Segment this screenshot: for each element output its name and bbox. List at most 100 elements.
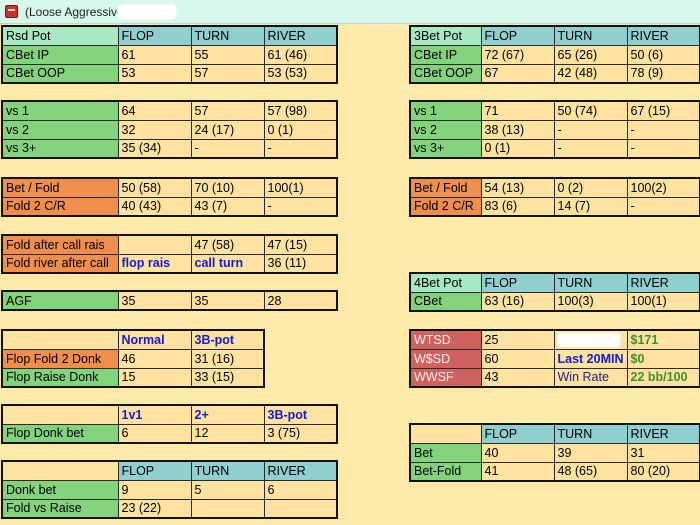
table-header-row: Rsd Pot FLOP TURN RIVER	[1, 25, 338, 46]
cell-river: -	[626, 196, 700, 217]
cell-flop: 40 (43)	[117, 196, 192, 217]
header-4bet-pot: 4Bet Pot	[409, 272, 482, 293]
header-flop: FLOP	[117, 460, 192, 481]
cell-flop: 23 (22)	[117, 498, 192, 519]
cell-river: -	[263, 138, 338, 159]
header-river: RIVER	[263, 25, 338, 46]
row-label: vs 3+	[1, 138, 119, 159]
table-row: Bet 40 39 31	[409, 442, 700, 463]
row-label: Fold after call rais	[1, 234, 119, 255]
table-row: Flop Fold 2 Donk 46 31 (16)	[1, 348, 265, 369]
donk-fold-table: FLOP TURN RIVER Donk bet 9 5 6 Fold vs R…	[1, 460, 338, 519]
bet-fold-table-right: Bet / Fold 54 (13) 0 (2) 100(2) Fold 2 C…	[409, 177, 700, 217]
row-label: CBet OOP	[409, 63, 482, 84]
cell-river: 53 (53)	[263, 63, 338, 84]
table-row: Donk bet 9 5 6	[1, 479, 338, 500]
cell-river: -	[626, 119, 700, 140]
header-flop: FLOP	[480, 25, 555, 46]
header-river: RIVER	[626, 272, 700, 293]
cell-label-win-rate: Win Rate	[553, 367, 628, 388]
cell-win-rate: 22 bb/100	[626, 367, 700, 388]
cell-1v1: 6	[117, 423, 192, 444]
header-blank	[409, 423, 482, 444]
cell-turn: 55	[190, 44, 265, 65]
donk-table: Normal 3B-pot Flop Fold 2 Donk 46 31 (16…	[1, 329, 265, 388]
cell-river: 61 (46)	[263, 44, 338, 65]
row-label: CBet OOP	[1, 63, 119, 84]
cell-flop: flop rais	[117, 253, 192, 274]
table-header-row: Normal 3B-pot	[1, 329, 265, 350]
cell-turn: 35	[190, 290, 265, 311]
cell-turn: 5	[190, 479, 265, 500]
cell-turn	[190, 498, 265, 519]
row-label: AGF	[1, 290, 119, 311]
cell-river: 31	[626, 442, 700, 463]
cell-river: 100(1)	[626, 291, 700, 312]
cell-turn: 57	[190, 100, 265, 121]
redacted-field	[557, 333, 620, 348]
cell-turn: 0 (2)	[553, 177, 628, 198]
cell-flop: 40	[480, 442, 555, 463]
cell-value: 60	[480, 348, 555, 369]
table-row: WWSF 43 Win Rate 22 bb/100	[409, 367, 700, 388]
row-label: Bet	[409, 442, 482, 463]
cell-value: 25	[480, 329, 555, 350]
table-header-row: 3Bet Pot FLOP TURN RIVER	[409, 25, 700, 46]
table-row: Bet / Fold 50 (58) 70 (10) 100(1)	[1, 177, 338, 198]
row-label: Fold river after call	[1, 253, 119, 274]
cell-flop: 41	[480, 461, 555, 482]
table-row: Bet-Fold 41 48 (65) 80 (20)	[409, 461, 700, 482]
row-label: Fold 2 C/R	[409, 196, 482, 217]
cell-flop: 63 (16)	[480, 291, 555, 312]
cell-flop: 9	[117, 479, 192, 500]
row-label: Flop Raise Donk	[1, 367, 119, 388]
bet-fold-table-left: Bet / Fold 50 (58) 70 (10) 100(1) Fold 2…	[1, 177, 338, 217]
rsd-pot-table: Rsd Pot FLOP TURN RIVER CBet IP 61 55 61…	[1, 25, 338, 84]
poker-app-icon	[5, 5, 18, 18]
cell-flop: 71	[480, 100, 555, 121]
header-3b-pot: 3B-pot	[190, 329, 265, 350]
table-row: W$SD 60 Last 20MIN $0	[409, 348, 700, 369]
row-label: Flop Fold 2 Donk	[1, 348, 119, 369]
table-header-row: FLOP TURN RIVER	[1, 460, 338, 481]
cell-3b-pot: 3 (75)	[263, 423, 338, 444]
row-label: vs 2	[409, 119, 482, 140]
table-row: vs 1 71 50 (74) 67 (15)	[409, 100, 700, 121]
header-flop: FLOP	[480, 423, 555, 444]
header-1v1: 1v1	[117, 404, 192, 425]
cell-flop: 50 (58)	[117, 177, 192, 198]
showdown-table: WTSD 25 $171 W$SD 60 Last 20MIN $0 WWSF …	[409, 329, 700, 388]
cell-turn: -	[190, 138, 265, 159]
4bet-pot-table: 4Bet Pot FLOP TURN RIVER CBet 63 (16) 10…	[409, 272, 700, 312]
cell-turn: 42 (48)	[553, 63, 628, 84]
table-row: vs 3+ 0 (1) - -	[409, 138, 700, 159]
vs-players-table-right: vs 1 71 50 (74) 67 (15) vs 2 38 (13) - -…	[409, 100, 700, 159]
row-label: vs 2	[1, 119, 119, 140]
cell-turn: 100(3)	[553, 291, 628, 312]
row-label: CBet IP	[409, 44, 482, 65]
window-title: (Loose Aggressive,	[25, 5, 128, 19]
donk-bet-table: 1v1 2+ 3B-pot Flop Donk bet 6 12 3 (75)	[1, 404, 338, 444]
window-titlebar[interactable]: (Loose Aggressive,	[0, 0, 700, 24]
cell-normal: 15	[117, 367, 192, 388]
header-turn: TURN	[553, 423, 628, 444]
vs-players-table-left: vs 1 64 57 57 (98) vs 2 32 24 (17) 0 (1)…	[1, 100, 338, 159]
cell-turn: 57	[190, 63, 265, 84]
cell-flop	[117, 234, 192, 255]
cell-flop: 53	[117, 63, 192, 84]
row-label: WTSD	[409, 329, 482, 350]
header-3bet-pot: 3Bet Pot	[409, 25, 482, 46]
table-row: AGF 35 35 28	[1, 290, 338, 311]
header-flop: FLOP	[480, 272, 555, 293]
row-label: Donk bet	[1, 479, 119, 500]
row-label: vs 1	[1, 100, 119, 121]
row-label: W$SD	[409, 348, 482, 369]
row-label: WWSF	[409, 367, 482, 388]
cell-flop: 61	[117, 44, 192, 65]
agf-table: AGF 35 35 28	[1, 290, 338, 311]
cell-river: 50 (6)	[626, 44, 700, 65]
table-row: CBet IP 72 (67) 65 (26) 50 (6)	[409, 44, 700, 65]
cell-turn: 47 (58)	[190, 234, 265, 255]
bet-table-right: FLOP TURN RIVER Bet 40 39 31 Bet-Fold 41…	[409, 423, 700, 482]
header-turn: TURN	[190, 460, 265, 481]
